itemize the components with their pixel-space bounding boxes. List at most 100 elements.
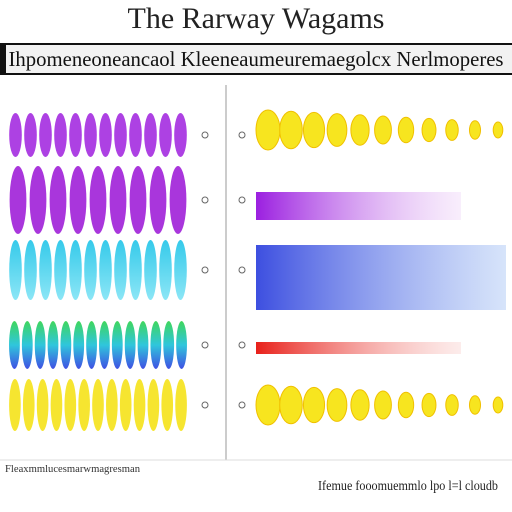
- yellow-blob: [350, 389, 370, 421]
- wave-lobe: [84, 240, 97, 300]
- row-icon: [238, 341, 246, 349]
- yellow-blob: [421, 117, 437, 143]
- wave-lobe: [176, 321, 187, 369]
- wave-lobe: [144, 113, 157, 157]
- wave-lobe: [175, 379, 187, 431]
- wave-lobe: [89, 166, 107, 234]
- wave-lobe: [50, 379, 63, 431]
- banner-edge: [0, 44, 6, 74]
- yellow-blob: [374, 115, 392, 145]
- subtitle-banner: [0, 44, 512, 74]
- wave-lobe: [47, 321, 59, 369]
- wave-lobe: [84, 113, 97, 157]
- wave-lobe: [64, 379, 77, 431]
- yellow-blob: [492, 121, 504, 139]
- row-icon: [238, 131, 246, 139]
- wave-lobe: [36, 379, 49, 431]
- row-icon: [201, 341, 209, 349]
- wave-lobe: [163, 321, 175, 369]
- wave-lobe: [119, 379, 132, 431]
- wave-lobe: [133, 379, 146, 431]
- wave-lobe: [129, 113, 142, 157]
- yellow-blob: [302, 111, 326, 149]
- wave-lobe: [159, 240, 172, 300]
- wave-lobe: [99, 113, 112, 157]
- yellow-blob: [397, 116, 415, 144]
- red-band: [256, 342, 461, 354]
- wave-lobe: [54, 240, 67, 300]
- wave-lobe: [111, 321, 123, 369]
- wave-lobe: [69, 166, 87, 234]
- row-icon: [201, 196, 209, 204]
- wave-lobe: [149, 166, 167, 234]
- wave-lobe: [174, 240, 187, 300]
- wave-lobe: [29, 166, 47, 234]
- wave-lobe: [9, 240, 22, 300]
- yellow-blob: [255, 384, 281, 426]
- wave-lobe: [106, 379, 118, 431]
- yellow-blob: [468, 120, 482, 140]
- wave-lobe: [22, 379, 35, 431]
- wave-lobe: [39, 113, 52, 157]
- wave-lobe: [69, 240, 82, 300]
- wave-lobe: [161, 379, 174, 431]
- wave-lobe: [9, 166, 27, 234]
- wave-lobe: [24, 113, 37, 157]
- wave-lobe: [60, 321, 72, 369]
- footer-left: Fleaxmmlucesmarwmagresman: [5, 464, 140, 475]
- yellow-blob: [397, 391, 415, 419]
- wave-lobe: [21, 321, 33, 369]
- wave-lobe: [129, 166, 147, 234]
- wave-lobe: [99, 321, 110, 369]
- row-icon: [201, 401, 209, 409]
- yellow-blob: [279, 385, 303, 425]
- wave-lobe: [144, 240, 157, 300]
- purple-band: [256, 192, 461, 220]
- row-icon: [238, 196, 246, 204]
- row-icon: [238, 266, 246, 274]
- title: The Rarway Wagams: [128, 2, 385, 35]
- wave-lobe: [137, 321, 149, 369]
- wave-lobe: [86, 321, 97, 369]
- wave-lobe: [174, 113, 187, 157]
- wave-lobe: [99, 240, 112, 300]
- yellow-blob: [350, 114, 370, 146]
- footer-right: Ifemue fooomuemmlo lpo l=l cloudb: [318, 479, 498, 494]
- yellow-blob: [326, 113, 348, 147]
- wave-lobe: [124, 321, 136, 369]
- wave-lobe: [34, 321, 46, 369]
- row-icon: [201, 131, 209, 139]
- wave-lobe: [9, 379, 21, 431]
- row-icon: [201, 266, 209, 274]
- wave-lobe: [54, 113, 67, 157]
- wave-lobe: [159, 113, 172, 157]
- yellow-blob: [421, 392, 437, 418]
- yellow-blob: [326, 388, 348, 422]
- wave-lobe: [9, 321, 20, 369]
- yellow-blob: [374, 390, 392, 420]
- wave-lobe: [73, 321, 85, 369]
- wave-lobe: [78, 379, 90, 431]
- wave-lobe: [129, 240, 142, 300]
- wave-lobe: [169, 166, 187, 234]
- wave-lobe: [9, 113, 22, 157]
- row-icon: [238, 401, 246, 409]
- wave-lobe: [147, 379, 160, 431]
- wave-lobe: [92, 379, 104, 431]
- yellow-blob: [468, 395, 482, 415]
- wave-lobe: [114, 113, 127, 157]
- yellow-blob: [445, 394, 459, 416]
- wave-lobe: [24, 240, 37, 300]
- yellow-blob: [445, 119, 459, 141]
- waves: [9, 109, 506, 431]
- wave-lobe: [39, 240, 52, 300]
- yellow-blob: [492, 396, 504, 414]
- wave-lobe: [150, 321, 162, 369]
- wave-lobe: [109, 166, 127, 234]
- yellow-blob: [255, 109, 281, 151]
- wave-lobe: [49, 166, 67, 234]
- yellow-blob: [279, 110, 303, 150]
- blue-band: [256, 245, 506, 310]
- wave-lobe: [114, 240, 127, 300]
